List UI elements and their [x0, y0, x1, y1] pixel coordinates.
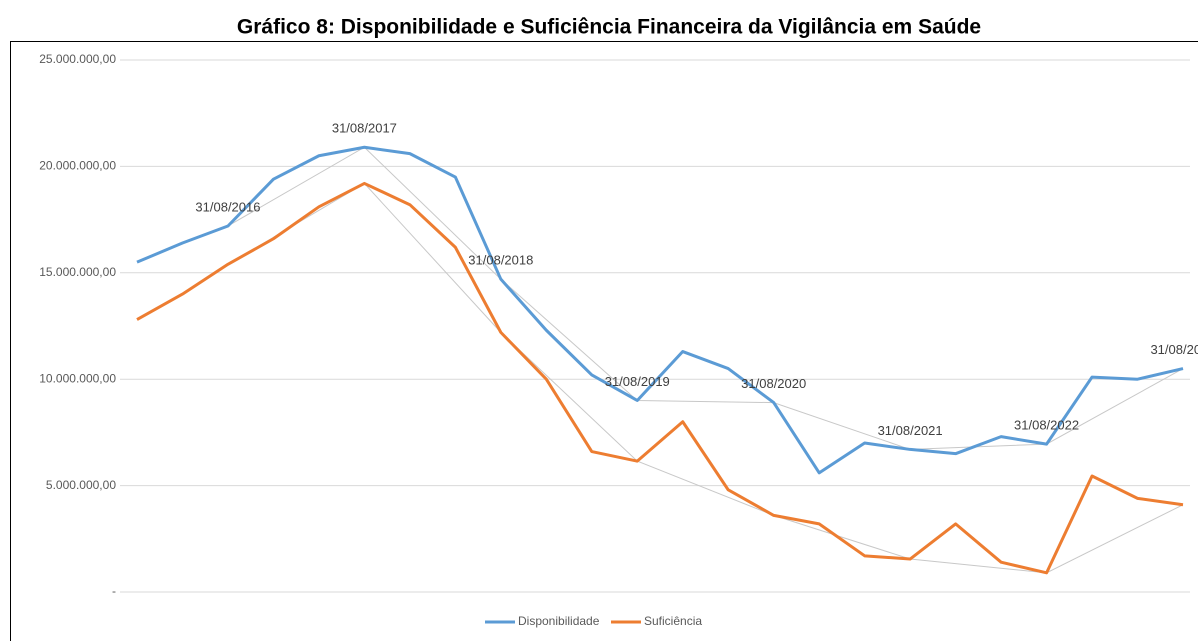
date-annotation: 31/08/2017 [332, 121, 397, 136]
date-annotation: 31/08/2016 [195, 199, 260, 214]
y-tick-label: 25.000.000,00 [39, 52, 116, 66]
y-tick-label: - [112, 584, 116, 598]
series-line [136, 145, 1184, 475]
date-annotation: 31/08/2021 [878, 423, 943, 438]
chart-title: Gráfico 8: Disponibilidade e Suficiência… [237, 16, 981, 39]
legend-label: Disponibilidade [518, 614, 600, 628]
legend-label: Suficiência [644, 614, 702, 628]
trend-line [227, 146, 1184, 450]
date-annotation: 31/08/2019 [605, 374, 670, 389]
date-annotation: 31/08/2023 [1150, 342, 1198, 357]
date-annotation: 31/08/2022 [1014, 418, 1079, 433]
y-tick-label: 20.000.000,00 [39, 159, 116, 173]
y-tick-label: 10.000.000,00 [39, 371, 116, 385]
date-annotation: 31/08/2020 [741, 376, 806, 391]
chart-border [10, 41, 1198, 641]
y-tick-label: 5.000.000,00 [46, 478, 116, 492]
date-annotation: 31/08/2018 [468, 253, 533, 268]
y-tick-label: 15.000.000,00 [39, 265, 116, 279]
series-line [136, 181, 1184, 575]
trend-line [227, 182, 1184, 574]
